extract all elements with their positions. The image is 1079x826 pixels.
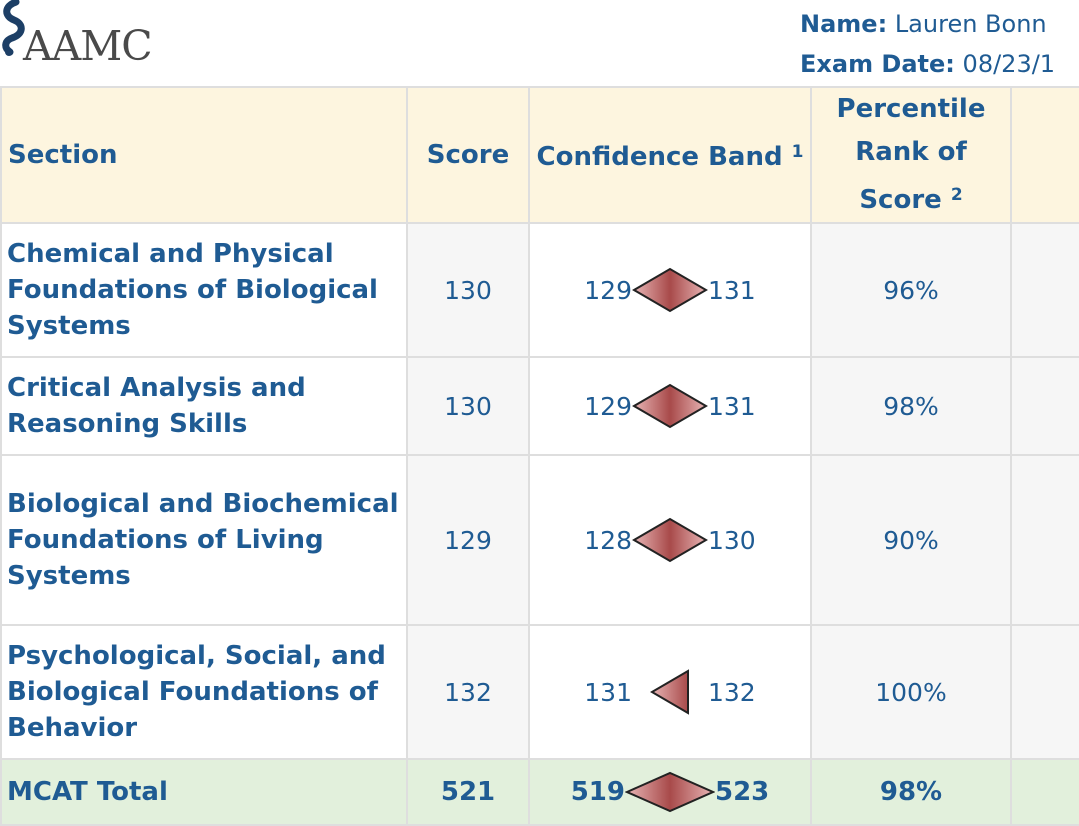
table-row: Critical Analysis and Reasoning Skills 1… <box>0 356 1079 456</box>
exam-date-label: Exam Date: <box>800 50 955 78</box>
report-header: AAMC Name: Lauren Bonn Exam Date: 08/23/… <box>0 0 1079 86</box>
band-high: 130 <box>708 525 756 555</box>
percentile-header-label: Percentile Rank of Score <box>836 94 986 215</box>
band-diamond-icon <box>625 771 715 813</box>
table-row: Biological and Biochemical Foundations o… <box>0 454 1079 626</box>
section-score: 129 <box>406 454 530 626</box>
percentile-rank: 90% <box>810 454 1012 626</box>
section-score: 130 <box>406 356 530 456</box>
name-value: Lauren Bonn <box>894 10 1047 38</box>
extra-cell <box>1010 454 1079 626</box>
table-row: Psychological, Social, and Biological Fo… <box>0 624 1079 760</box>
extra-cell <box>1010 222 1079 358</box>
table-row: Chemical and Physical Foundations of Bio… <box>0 222 1079 358</box>
total-label: MCAT Total <box>0 758 408 826</box>
percentile-rank: 100% <box>810 624 1012 760</box>
section-name: Chemical and Physical Foundations of Bio… <box>0 222 408 358</box>
name-line: Name: Lauren Bonn <box>800 4 1055 44</box>
table-header-row: Section Score Confidence Band 1 Percenti… <box>0 86 1079 224</box>
score-table: Section Score Confidence Band 1 Percenti… <box>0 86 1079 826</box>
band-header-label: Confidence Band <box>536 142 783 172</box>
band-low: 519 <box>570 777 625 807</box>
total-score: 521 <box>406 758 530 826</box>
band-footnote-ref: 1 <box>791 142 804 162</box>
percentile-footnote-ref: 2 <box>950 185 963 205</box>
confidence-band: 129 131 <box>528 222 812 358</box>
percentile-header: Percentile Rank of Score 2 <box>810 86 1012 224</box>
logo-wordmark: AAMC <box>23 22 153 70</box>
section-score: 130 <box>406 222 530 358</box>
extra-cell <box>1010 758 1079 826</box>
band-diamond-icon <box>632 383 708 429</box>
band-low: 128 <box>584 525 632 555</box>
confidence-band: 131 132 <box>528 624 812 760</box>
band-high: 131 <box>708 275 756 305</box>
extra-cell <box>1010 624 1079 760</box>
band-diamond-icon <box>632 517 708 563</box>
percentile-rank: 98% <box>810 356 1012 456</box>
candidate-info: Name: Lauren Bonn Exam Date: 08/23/1 <box>800 4 1055 84</box>
extra-header <box>1010 86 1079 224</box>
confidence-band: 128 130 <box>528 454 812 626</box>
confidence-band: 129 131 <box>528 356 812 456</box>
score-header: Score <box>406 86 530 224</box>
caduceus-icon <box>2 0 25 56</box>
aamc-logo: AAMC <box>0 0 190 82</box>
confidence-band-header: Confidence Band 1 <box>528 86 812 224</box>
band-low: 129 <box>584 391 632 421</box>
exam-date-line: Exam Date: 08/23/1 <box>800 44 1055 84</box>
band-high: 131 <box>708 391 756 421</box>
total-row: MCAT Total 521 519 523 98% <box>0 758 1079 826</box>
exam-date-value: 08/23/1 <box>962 50 1056 78</box>
section-name: Psychological, Social, and Biological Fo… <box>0 624 408 760</box>
percentile-rank: 96% <box>810 222 1012 358</box>
name-label: Name: <box>800 10 888 38</box>
section-name: Biological and Biochemical Foundations o… <box>0 454 408 626</box>
band-high: 132 <box>708 677 756 707</box>
band-low: 131 <box>584 677 632 707</box>
section-header: Section <box>0 86 408 224</box>
total-percentile: 98% <box>810 758 1012 826</box>
band-high: 523 <box>715 777 770 807</box>
section-name: Critical Analysis and Reasoning Skills <box>0 356 408 456</box>
band-low: 129 <box>584 275 632 305</box>
band-diamond-icon <box>632 267 708 313</box>
extra-cell <box>1010 356 1079 456</box>
band-half-marker-icon <box>650 669 689 715</box>
total-confidence-band: 519 523 <box>528 758 812 826</box>
section-score: 132 <box>406 624 530 760</box>
